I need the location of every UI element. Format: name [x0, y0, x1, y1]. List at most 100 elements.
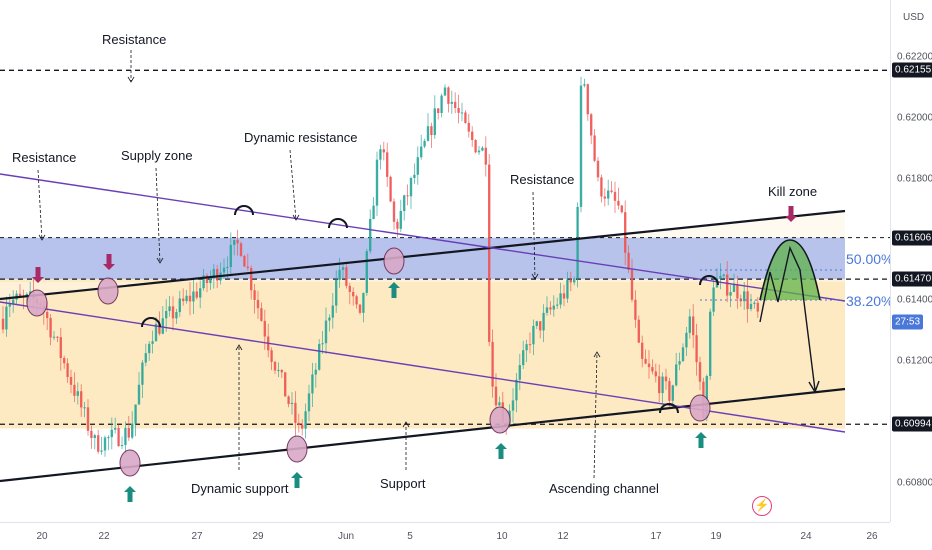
candle-body — [389, 176, 392, 202]
candle-body — [328, 317, 331, 321]
candle-body — [321, 343, 324, 345]
candle-body — [678, 361, 681, 365]
candle-body — [250, 268, 253, 291]
candle-body — [539, 321, 542, 331]
annotation-ascending-channel: Ascending channel — [549, 481, 659, 496]
candle-body — [423, 140, 426, 147]
candle-body — [675, 364, 678, 386]
candle-body — [338, 269, 341, 280]
candle-body — [314, 369, 317, 375]
candle-body — [161, 318, 164, 334]
time-axis[interactable]: 20 22 27 29 Jun 5 10 12 17 19 24 26 — [0, 522, 890, 550]
candle-body — [542, 312, 545, 331]
time-tick-label: 5 — [407, 531, 413, 542]
price-tick-label: 0.61400 — [897, 294, 932, 306]
candle-body — [600, 177, 603, 197]
candle-body — [705, 376, 708, 418]
time-tick-label: 10 — [496, 531, 508, 542]
candle-body — [110, 429, 113, 438]
leader-line-1 — [37, 169, 43, 241]
candle-body — [532, 325, 535, 345]
candle-body — [205, 275, 209, 284]
annotation-resistance-left: Resistance — [12, 150, 77, 165]
candle-body — [199, 288, 202, 298]
candle-body — [277, 370, 280, 372]
candle-body — [280, 370, 283, 373]
buy-arrow-icon-5 — [695, 432, 707, 448]
candle-body — [491, 341, 494, 387]
candle-body — [158, 323, 161, 334]
candle-body — [518, 365, 521, 380]
candle-body — [171, 306, 175, 319]
leader-arrowhead-6 — [402, 421, 410, 428]
price-tick-label: 0.60800 — [897, 477, 932, 489]
time-tick-label: 26 — [866, 531, 878, 542]
candle-body — [454, 101, 457, 108]
candle-body — [358, 304, 362, 313]
leader-arrowhead-7 — [593, 351, 601, 358]
candle-body — [63, 358, 66, 364]
candle-body — [647, 363, 651, 368]
leader-line-4 — [532, 191, 536, 280]
candle-body — [236, 239, 239, 244]
candle-body — [712, 287, 715, 312]
candle-body — [661, 376, 664, 394]
candle-body — [736, 284, 739, 299]
touch-point-circle-4 — [383, 247, 405, 275]
candle-body — [573, 278, 576, 283]
candle-body — [586, 84, 589, 115]
candle-body — [732, 284, 736, 293]
annotation-kill-zone: Kill zone — [768, 184, 818, 199]
candle-body — [644, 358, 647, 364]
sell-arrow-icon-1 — [32, 267, 44, 283]
candle-body — [593, 135, 596, 161]
candle-body — [651, 367, 654, 372]
price-chart[interactable] — [0, 0, 890, 522]
lightning-icon[interactable]: ⚡ — [752, 496, 772, 516]
candle-body — [498, 402, 501, 406]
candle-body — [386, 152, 389, 177]
candle-body — [348, 285, 351, 292]
candle-body — [97, 435, 100, 452]
candle-body — [709, 311, 712, 377]
candle-body — [403, 195, 406, 211]
annotation-resistance-mid: Resistance — [510, 172, 575, 187]
candle-body — [290, 402, 294, 405]
rejection-arc-2 — [141, 317, 161, 328]
price-axis[interactable]: USD 0.62200 0.62000 0.61800 0.61400 0.61200 0… — [890, 0, 932, 522]
touch-point-circle-0 — [26, 289, 48, 317]
candle-body — [76, 391, 79, 396]
candle-body — [399, 210, 402, 229]
candle-body — [596, 160, 600, 178]
candle-body — [56, 336, 59, 338]
candle-body — [620, 205, 623, 213]
price-tick-label: 0.62200 — [897, 51, 932, 63]
candle-body — [144, 353, 147, 363]
candle-body — [324, 320, 328, 344]
projection-arrows — [759, 245, 820, 394]
price-tick-label: 0.62000 — [897, 112, 932, 124]
candle-body — [722, 274, 725, 276]
candle-body — [420, 146, 423, 158]
candle-body — [375, 159, 379, 206]
candle-body — [80, 391, 83, 408]
candle-body — [467, 122, 470, 132]
candle-body — [131, 423, 134, 438]
candle-body — [93, 435, 96, 439]
candle-body — [409, 178, 413, 197]
candle-body — [688, 316, 691, 333]
candle-body — [127, 428, 130, 438]
candle-body — [583, 84, 586, 86]
candle-body — [464, 112, 467, 123]
candle-body — [165, 311, 168, 319]
candle-body — [12, 299, 15, 305]
candle-body — [556, 304, 559, 306]
candle-body — [396, 221, 399, 229]
candle-body — [168, 306, 171, 312]
candle-body — [49, 318, 52, 338]
leader-arrowhead-3 — [292, 214, 300, 221]
fib-label-38: 38.20% — [846, 293, 894, 309]
candle-body — [229, 244, 232, 267]
chart-plot-area[interactable] — [0, 0, 890, 522]
candle-body — [416, 157, 419, 175]
